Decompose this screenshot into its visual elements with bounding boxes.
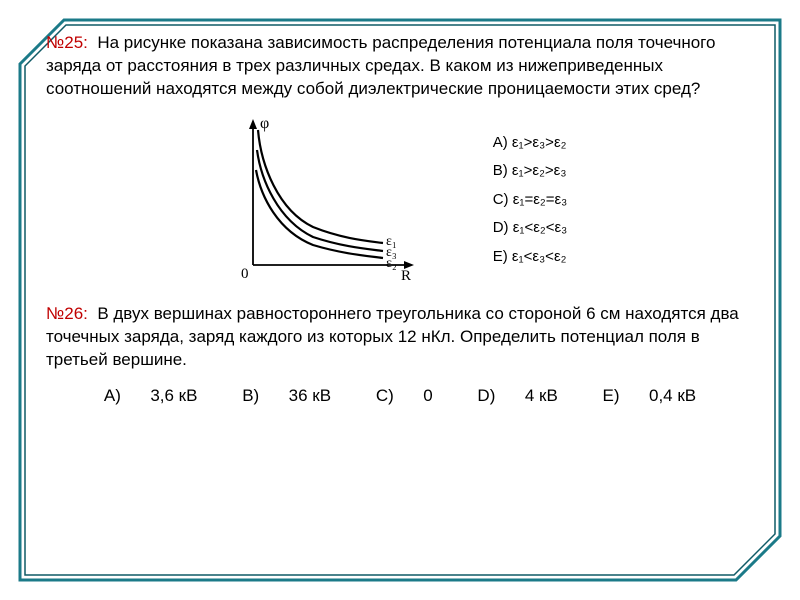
q26-option-e: E) 0,4 кВ xyxy=(593,386,707,405)
q25-chart: φ R 0 ε₁ ε₃ ε₂ xyxy=(233,115,423,285)
q26-body: В двух вершинах равностороннего треуголь… xyxy=(46,304,739,369)
q25-option-d: D) ε₁<ε₂<ε₃ xyxy=(493,214,568,243)
q25-figure-row: φ R 0 ε₁ ε₃ ε₂ A) ε₁>ε₃>ε₂ B) ε₁>ε₂>ε₃ C… xyxy=(46,115,754,285)
q26-number: №26: xyxy=(46,304,88,323)
q26-option-b: B) 36 кВ xyxy=(232,386,341,405)
q25-text: №25: На рисунке показана зависимость рас… xyxy=(46,32,754,101)
q25-number: №25: xyxy=(46,33,88,52)
q25-option-e: E) ε₁<ε₃<ε₂ xyxy=(493,243,568,272)
y-axis-label: φ xyxy=(260,115,269,132)
q25-body: На рисунке показана зависимость распреде… xyxy=(46,33,715,98)
q26-options: A) 3,6 кВ B) 36 кВ C) 0 D) 4 кВ E) 0,4 к… xyxy=(46,386,754,406)
q25-option-c: C) ε₁=ε₂=ε₃ xyxy=(493,186,568,215)
q26-option-c: C) 0 xyxy=(366,386,443,405)
q25-options: A) ε₁>ε₃>ε₂ B) ε₁>ε₂>ε₃ C) ε₁=ε₂=ε₃ D) ε… xyxy=(493,129,568,272)
q26-text: №26: В двух вершинах равностороннего тре… xyxy=(46,303,754,372)
curve-label-e2: ε₂ xyxy=(386,256,397,271)
q26-option-a: A) 3,6 кВ xyxy=(94,386,208,405)
origin-label: 0 xyxy=(241,266,249,282)
q26-option-d: D) 4 кВ xyxy=(467,386,567,405)
slide-content: №25: На рисунке показана зависимость рас… xyxy=(46,32,754,568)
q25-option-a: A) ε₁>ε₃>ε₂ xyxy=(493,129,568,158)
q25-option-b: B) ε₁>ε₂>ε₃ xyxy=(493,157,568,186)
x-axis-label: R xyxy=(401,268,411,284)
